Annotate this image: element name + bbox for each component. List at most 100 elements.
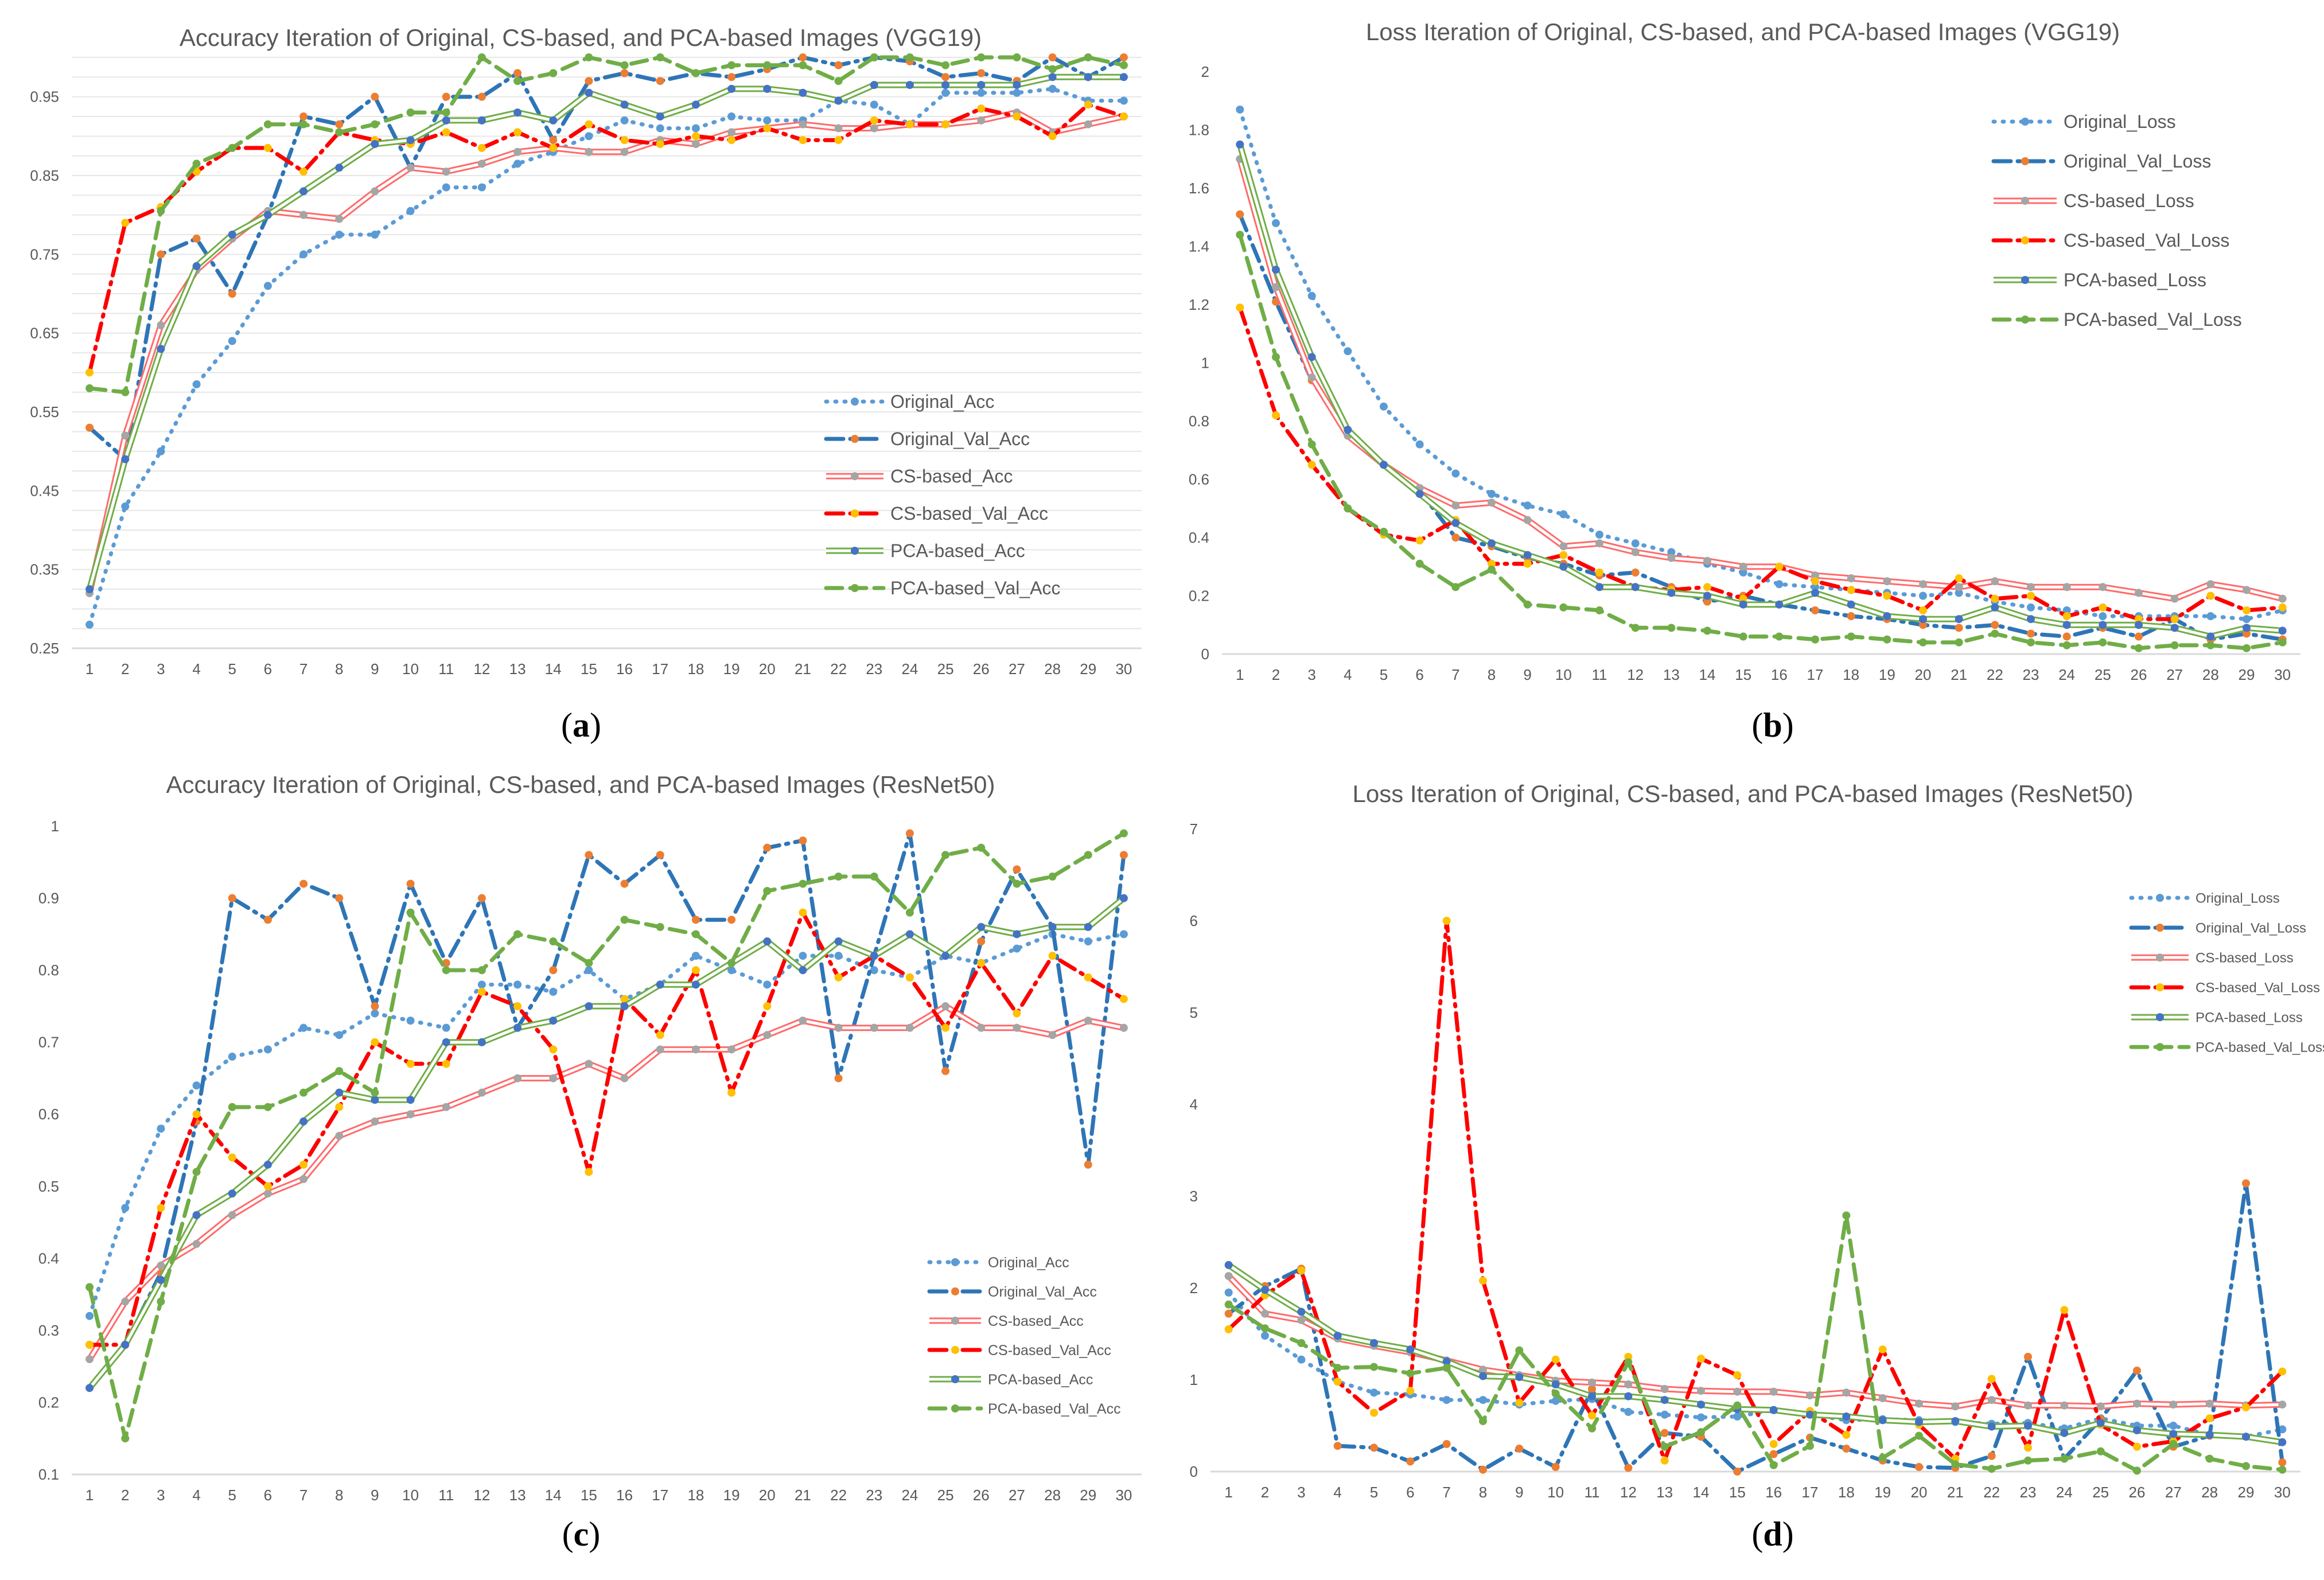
data-point: [477, 53, 486, 61]
y-tick-label: 0.85: [30, 167, 59, 184]
data-point: [1013, 930, 1021, 939]
data-point: [1119, 112, 1128, 120]
data-point: [1842, 1388, 1851, 1397]
data-point: [157, 447, 165, 456]
data-point: [2206, 632, 2215, 641]
chart-panel-a: Accuracy Iteration of Original, CS-based…: [0, 0, 1162, 717]
series-Original_Val_Acc: [85, 829, 1128, 1349]
data-point: [656, 140, 664, 149]
data-point: [477, 92, 486, 101]
data-point: [1307, 291, 1316, 300]
data-point: [2206, 641, 2215, 649]
data-point: [1919, 591, 1927, 600]
data-point: [1370, 1388, 1378, 1397]
data-point: [1847, 600, 1855, 609]
x-tick-label: 11: [1592, 666, 1607, 683]
x-tick-label: 27: [2165, 1484, 2182, 1501]
data-point: [1224, 1325, 1233, 1333]
data-point: [799, 879, 807, 888]
y-tick-label: 0.65: [30, 325, 59, 342]
data-point: [121, 388, 130, 396]
data-point: [2096, 1419, 2105, 1427]
x-tick-label: 29: [2238, 1484, 2255, 1501]
data-point: [1013, 88, 1021, 97]
data-point: [1559, 510, 1568, 519]
data-point: [1631, 539, 1640, 548]
data-point: [1559, 551, 1568, 559]
data-point: [1119, 1024, 1128, 1032]
data-point: [2169, 1422, 2178, 1430]
x-tick-label: 22: [830, 1486, 847, 1504]
data-point: [799, 952, 807, 960]
series-line-inner: [1227, 1275, 2283, 1408]
data-point: [870, 1024, 878, 1032]
series-line: [1227, 1213, 2284, 1473]
data-point: [2096, 1402, 2105, 1411]
legend-label: CS-based_Val_Loss: [2064, 230, 2229, 251]
series-line: [87, 831, 1126, 1441]
data-point: [905, 81, 914, 89]
data-point: [1119, 53, 1128, 61]
series-PCA-based_Val_Acc: [85, 53, 1128, 396]
x-tick-label: 18: [687, 660, 704, 678]
data-point: [1951, 1460, 1960, 1469]
data-point: [335, 215, 344, 223]
data-point: [121, 1204, 130, 1212]
x-tick-label: 20: [759, 660, 776, 678]
data-point: [513, 147, 522, 156]
data-point: [2135, 632, 2143, 641]
data-point: [1084, 73, 1092, 81]
data-point: [1847, 586, 1855, 594]
data-point: [1013, 879, 1021, 888]
data-point: [727, 136, 736, 145]
data-point: [905, 829, 914, 838]
data-point: [1442, 917, 1451, 925]
data-point: [834, 937, 843, 945]
data-point: [1588, 1411, 1596, 1420]
data-point: [1878, 1345, 1887, 1354]
x-tick-label: 16: [1771, 666, 1788, 683]
legend-marker: [2156, 983, 2164, 991]
data-point: [513, 1024, 522, 1032]
data-point: [85, 1283, 94, 1291]
data-point: [1451, 501, 1460, 510]
data-point: [2242, 1462, 2250, 1470]
x-tick-label: 6: [264, 1486, 272, 1504]
data-point: [2133, 1367, 2141, 1375]
data-point: [513, 69, 522, 77]
series-line: [87, 910, 1126, 1347]
data-point: [1551, 1463, 1560, 1471]
data-point: [442, 1060, 450, 1068]
x-tick-label: 27: [1009, 660, 1025, 678]
data-point: [1739, 600, 1747, 609]
data-point: [2243, 624, 2251, 632]
x-tick-label: 6: [264, 660, 272, 678]
data-point: [977, 53, 986, 61]
data-point: [157, 321, 165, 329]
data-point: [1380, 461, 1388, 469]
data-point: [549, 966, 558, 975]
data-point: [371, 1117, 379, 1126]
data-point: [1703, 597, 1711, 606]
y-tick-label: 0.9: [38, 890, 59, 907]
series-CS-based_Val_Loss: [1224, 917, 2287, 1465]
data-point: [2062, 641, 2071, 649]
data-point: [1915, 1431, 1923, 1440]
data-point: [763, 61, 772, 69]
data-point: [727, 61, 736, 69]
data-point: [1987, 1422, 1996, 1431]
data-point: [1084, 100, 1092, 109]
data-point: [1806, 1442, 1814, 1450]
data-point: [620, 116, 629, 124]
data-point: [406, 1017, 415, 1025]
data-point: [620, 100, 629, 109]
data-point: [192, 1240, 201, 1248]
data-point: [2099, 621, 2107, 629]
data-point: [2169, 1430, 2178, 1438]
data-point: [763, 1002, 772, 1010]
legend-item: CS-based_Loss: [2131, 950, 2294, 966]
data-point: [620, 61, 629, 69]
data-point: [1224, 1289, 1233, 1297]
data-point: [727, 1088, 736, 1097]
x-tick-label: 12: [1620, 1484, 1637, 1501]
